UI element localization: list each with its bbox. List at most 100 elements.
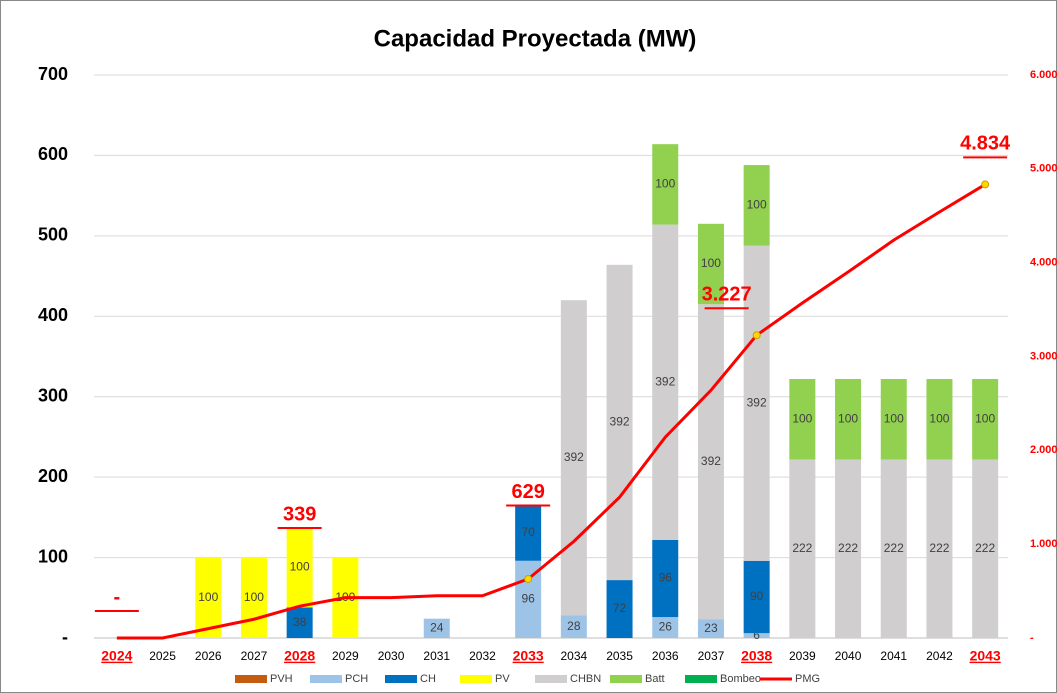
bar-segment (789, 379, 816, 460)
x-tick-label: 2038 (741, 648, 772, 664)
y-tick-label: 400 (38, 305, 68, 325)
bar-segment (240, 557, 267, 638)
y2-tick-label: 2.000 (1030, 444, 1057, 456)
x-tick-label: 2029 (332, 649, 359, 663)
data-label: 100 (975, 411, 995, 425)
data-label: 100 (244, 590, 264, 604)
legend-label: PV (495, 673, 510, 685)
bar-segment (835, 459, 862, 638)
x-tick-label: 2043 (970, 648, 1001, 664)
bar-segment (286, 527, 313, 608)
data-label: 222 (975, 541, 995, 555)
y-tick-label: 500 (38, 225, 68, 245)
data-label: 26 (659, 620, 673, 634)
x-tick-label: 2031 (423, 649, 450, 663)
data-label: 6 (753, 628, 760, 642)
legend-swatch (610, 675, 642, 683)
x-tick-label: 2037 (698, 649, 725, 663)
x-tick-label: 2030 (378, 649, 405, 663)
data-label: 222 (884, 541, 904, 555)
x-tick-label: 2033 (513, 648, 544, 664)
data-label: 392 (610, 415, 630, 429)
point-marker (524, 574, 533, 583)
line-value-label: - (114, 586, 121, 608)
x-tick-label: 2028 (284, 648, 315, 664)
y2-tick-label: 3.000 (1030, 350, 1057, 362)
legend-swatch (460, 675, 492, 683)
y-tick-label: 100 (38, 546, 68, 566)
x-tick-label: 2027 (241, 649, 268, 663)
data-label: 96 (659, 571, 673, 585)
bar-segment (286, 607, 313, 638)
x-tick-label: 2034 (560, 649, 587, 663)
x-tick-label: 2032 (469, 649, 496, 663)
data-label: 392 (701, 454, 721, 468)
y-tick-label: 300 (38, 385, 68, 405)
data-label: 392 (655, 374, 675, 388)
x-tick-label: 2036 (652, 649, 679, 663)
bar-segment (743, 633, 770, 638)
x-tick-label: 2024 (101, 648, 132, 664)
y2-tick-label: 1.000 (1030, 538, 1057, 550)
bar-segment (880, 459, 907, 638)
x-tick-label: 2035 (606, 649, 633, 663)
bar-segment (743, 245, 770, 561)
data-label: 23 (704, 621, 718, 635)
bar-segment (926, 379, 953, 460)
line-value-label: 629 (511, 481, 544, 503)
bar-segment (560, 300, 587, 616)
x-tick-label: 2042 (926, 649, 953, 663)
y-tick-label: 600 (38, 144, 68, 164)
bar-segment (606, 580, 633, 638)
data-label: 100 (198, 590, 218, 604)
y2-tick-label: 4.000 (1030, 257, 1057, 269)
bar-segment (606, 264, 633, 581)
x-tick-label: 2026 (195, 649, 222, 663)
line-value-label: 339 (283, 503, 316, 525)
data-label: 392 (564, 450, 584, 464)
data-label: 222 (838, 541, 858, 555)
bar-segment (789, 459, 816, 638)
data-label: 24 (430, 621, 444, 635)
data-label: 100 (792, 411, 812, 425)
y2-tick-label: 6.000 (1030, 69, 1057, 81)
data-label: 100 (655, 177, 675, 191)
data-label: 100 (701, 256, 721, 270)
data-label: 38 (293, 615, 307, 629)
bar-segment (697, 223, 724, 305)
data-label: 222 (792, 541, 812, 555)
point-marker (981, 180, 990, 189)
bar-segment (835, 379, 862, 460)
legend-swatch (235, 675, 267, 683)
data-label: 100 (884, 411, 904, 425)
bar-segment (972, 459, 999, 638)
bar-segment (697, 619, 724, 638)
bar-segment (423, 618, 450, 638)
data-label: 72 (613, 601, 627, 615)
data-label: 100 (929, 411, 949, 425)
legend-label: Bombeo (720, 673, 761, 685)
data-label: 28 (567, 619, 581, 633)
line-value-label: 3.227 (702, 283, 752, 305)
legend-label: PMG (795, 673, 820, 685)
legend-label: PCH (345, 673, 368, 685)
legend-swatch (535, 675, 567, 683)
bar-segment (195, 557, 222, 638)
legend-label: CH (420, 673, 436, 685)
legend-swatch (385, 675, 417, 683)
bar-segment (926, 459, 953, 638)
bar-segment (652, 539, 679, 618)
bar-segment (560, 615, 587, 638)
bar-segment (697, 304, 724, 620)
data-label: 100 (838, 411, 858, 425)
bar-segment (652, 144, 679, 225)
data-label: 392 (747, 395, 767, 409)
data-label: 100 (747, 197, 767, 211)
bar-segment (515, 504, 542, 561)
bar-segment (743, 165, 770, 246)
chart-title: Capacidad Proyectada (MW) (374, 25, 697, 52)
bar-segment (972, 379, 999, 460)
data-label: 70 (521, 525, 535, 539)
